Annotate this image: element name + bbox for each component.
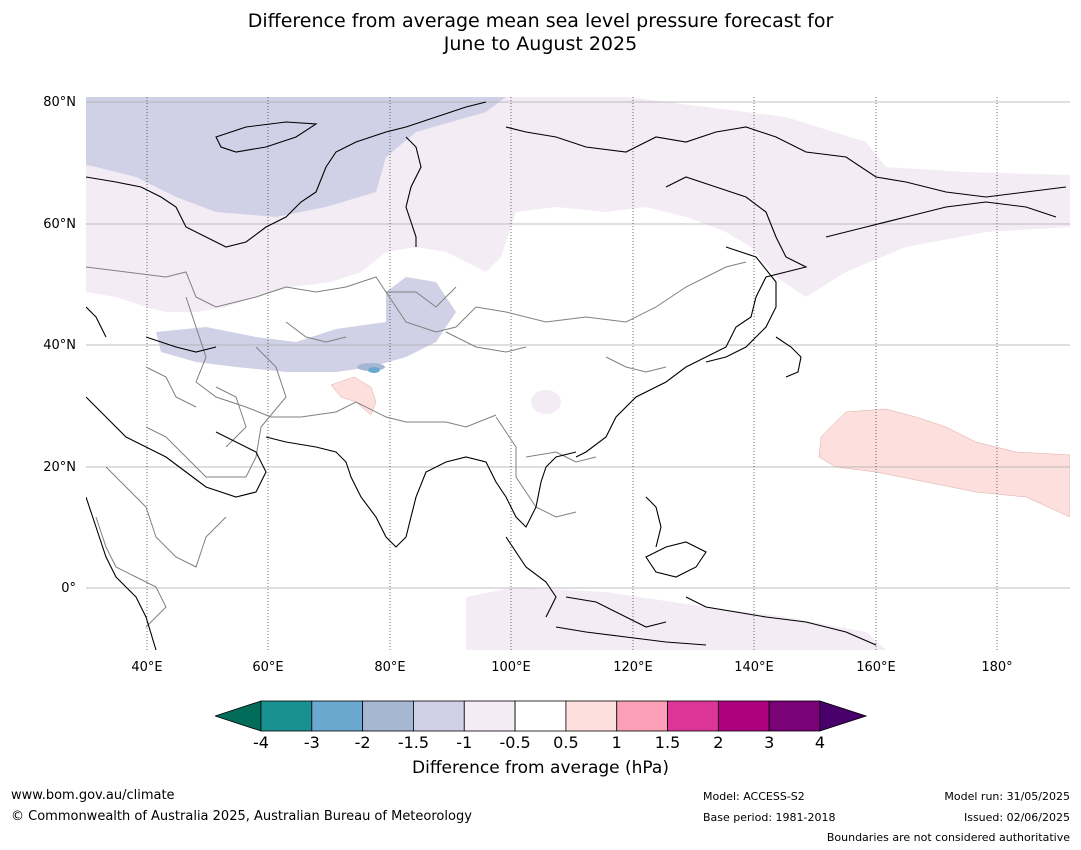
- colorbar: [215, 700, 867, 732]
- footer-url[interactable]: www.bom.gov.au/climate: [11, 788, 175, 803]
- colorbar-segment: [514, 700, 567, 732]
- colorbar-tick-label: -4: [253, 733, 269, 752]
- anomaly-region-light-lilac-indonesia: [466, 587, 886, 650]
- lon-label-180: 180°: [981, 660, 1013, 675]
- colorbar-tick-label: 2: [713, 733, 724, 752]
- colorbar-tick-label: 4: [814, 733, 826, 752]
- title-line-2: June to August 2025: [443, 33, 638, 55]
- colorbar-segment: [717, 700, 770, 732]
- footer-model-run: Model run: 31/05/2025: [944, 790, 1070, 803]
- coastlines: [86, 101, 1067, 650]
- anomaly-region-lavender-central: [156, 277, 456, 372]
- colorbar-segment: [260, 700, 313, 732]
- colorbar-segment: [768, 700, 821, 732]
- anomaly-region-light-lilac-china: [531, 390, 561, 414]
- anomaly-region-pink-pacific: [818, 408, 1070, 518]
- colorbar-segment: [311, 700, 364, 732]
- lat-label-80n: 80°N: [43, 95, 76, 110]
- lon-label-40e: 40°E: [131, 660, 163, 675]
- colorbar-tick-label: -3: [303, 733, 320, 752]
- footer-issued: Issued: 02/06/2025: [963, 811, 1070, 824]
- footer-disclaimer: Boundaries are not considered authoritat…: [826, 831, 1070, 844]
- lat-label-0: 0°: [61, 581, 76, 596]
- footer-model: Model: ACCESS-S2: [703, 790, 805, 803]
- colorbar-tick-label: -2: [354, 733, 371, 752]
- colorbar-segment: [362, 700, 414, 732]
- colorbar-segment: [565, 700, 618, 732]
- lon-label-60e: 60°E: [252, 660, 284, 675]
- colorbar-tick-label: 3: [764, 733, 775, 752]
- lon-label-80e: 80°E: [374, 660, 406, 675]
- footer-base-period: Base period: 1981-2018: [703, 811, 836, 824]
- colorbar-segments: [260, 700, 821, 732]
- anomaly-region-pink-tibet: [330, 376, 377, 416]
- lon-label-120e: 120°E: [613, 660, 653, 675]
- lon-label-100e: 100°E: [491, 660, 531, 675]
- title-line-1: Difference from average mean sea level p…: [247, 10, 834, 32]
- lon-label-160e: 160°E: [856, 660, 896, 675]
- lon-label-140e: 140°E: [734, 660, 774, 675]
- colorbar-segment: [413, 700, 465, 732]
- anomaly-region-blue: [368, 367, 380, 373]
- colorbar-tick-label: 1: [611, 733, 622, 752]
- lat-label-40n: 40°N: [43, 338, 76, 353]
- map-svg: [86, 97, 1070, 650]
- lat-label-20n: 20°N: [43, 460, 76, 475]
- lon-gridlines: [146, 97, 998, 650]
- anomaly-region-lavender-north: [86, 97, 506, 217]
- colorbar-segment: [667, 700, 719, 732]
- country-borders: [86, 261, 747, 628]
- colorbar-tick-label: -0.5: [499, 733, 531, 752]
- colorbar-tick-label: 0.5: [553, 733, 579, 752]
- colorbar-tick-label: -1.5: [397, 733, 430, 752]
- forecast-map: [86, 97, 1070, 650]
- colorbar-segment: [463, 700, 516, 732]
- lat-gridlines: [86, 101, 1070, 589]
- colorbar-tick-label: 1.5: [654, 733, 681, 752]
- lat-label-60n: 60°N: [43, 217, 76, 232]
- colorbar-label: Difference from average (hPa): [412, 758, 669, 778]
- colorbar-tick-label: -1: [456, 733, 473, 752]
- chart-title: Difference from average mean sea level p…: [0, 10, 1081, 56]
- footer-copyright: © Commonwealth of Australia 2025, Austra…: [11, 809, 472, 824]
- anomaly-region-light-lilac-siberia: [646, 162, 786, 217]
- colorbar-extend-low: [215, 700, 262, 732]
- colorbar-extend-high: [819, 700, 867, 732]
- colorbar-segment: [616, 700, 668, 732]
